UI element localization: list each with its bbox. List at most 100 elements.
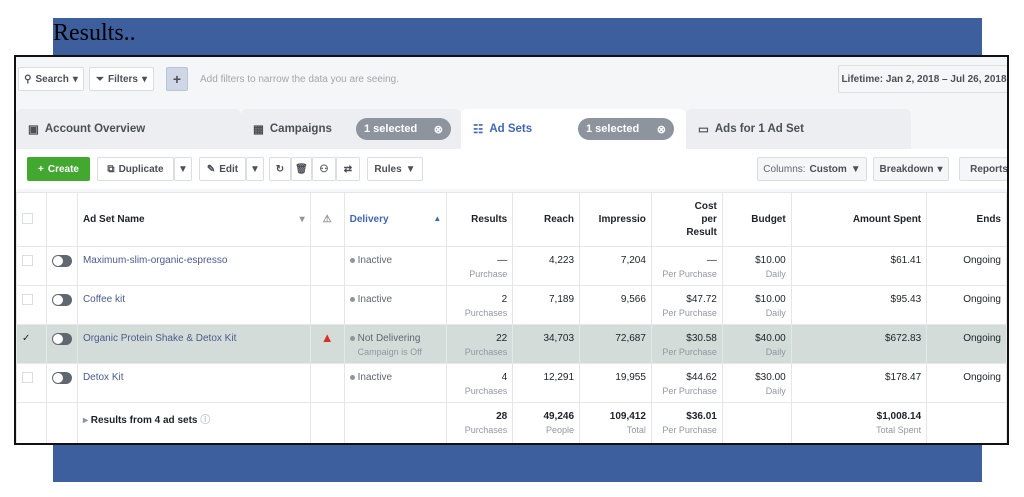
caret-down-icon: ▼ (850, 163, 861, 175)
row-checkbox[interactable] (22, 372, 33, 383)
ad-set-name-link[interactable]: Coffee kit (76, 285, 311, 325)
ads-manager-screenshot: ⚲ Search ▾ ⏷ Filters ▾ + Add filters to narr… (14, 55, 1009, 445)
cost-cell: — Per Purchase (650, 246, 723, 286)
export-icon: ⇄ (343, 163, 353, 175)
delivery-cell: Inactive (343, 363, 448, 403)
row-select[interactable] (16, 363, 47, 403)
reports-button[interactable]: Reports (959, 157, 1007, 181)
folder-icon: ▦ (253, 124, 264, 136)
ad-sets-table: Ad Set Name ▾ ⚠ Delivery ▲ Results Reach I… (16, 192, 1007, 443)
add-filter-button[interactable]: + (166, 67, 188, 91)
cost-cell: $44.62 Per Purchase (650, 363, 723, 403)
info-icon[interactable]: ⓘ (200, 415, 211, 426)
edit-dropdown[interactable]: ▼ (246, 157, 264, 181)
trash-icon: 🗑 (295, 163, 308, 175)
warning-icon[interactable]: ▲ (320, 330, 334, 345)
tab-account-overview[interactable]: ▣ Account Overview (16, 109, 241, 149)
campaigns-selected-pill[interactable]: 1 selected ⊗ (356, 118, 451, 140)
on-off-toggle[interactable] (51, 333, 72, 345)
select-all-checkbox[interactable] (22, 212, 33, 224)
impressions-cell: 7,204 (579, 246, 652, 286)
reach-cell: 4,223 (512, 246, 581, 286)
clear-icon[interactable]: ⊗ (656, 123, 666, 136)
reach-cell: 7,189 (512, 285, 581, 325)
columns-button[interactable]: Columns: Custom ▼ (757, 157, 867, 181)
sort-ascending-icon[interactable]: ▲ (433, 214, 442, 223)
row-toggle-cell[interactable] (45, 285, 78, 325)
duplicate-button[interactable]: ⧉ Duplicate (97, 157, 174, 181)
ab-test-button[interactable]: ⚇ (312, 157, 336, 181)
row-toggle-cell[interactable] (45, 246, 78, 286)
col-delivery[interactable]: Delivery ▲ (343, 192, 448, 247)
ends-cell: Ongoing (926, 324, 1007, 364)
ad-set-name-link[interactable]: Organic Protein Shake & Detox Kit (76, 324, 311, 364)
checkmark-icon[interactable]: ✓ (22, 333, 31, 344)
status-dot-icon (349, 335, 355, 341)
table-row[interactable]: Detox Kit Inactive 4 Purchases 12,291 19,… (16, 363, 1007, 403)
status-dot-icon (349, 374, 355, 380)
on-off-toggle[interactable] (51, 294, 72, 306)
reach-cell: 34,703 (512, 324, 581, 364)
caret-down-icon: ▾ (141, 73, 148, 85)
amount-spent-cell: $95.43 (790, 285, 928, 325)
date-range-button[interactable]: Lifetime: Jan 2, 2018 – Jul 26, 2018 (838, 65, 1007, 93)
tab-ad-sets[interactable]: ☷ Ad Sets (461, 109, 686, 149)
refresh-button[interactable]: ↻ (269, 157, 291, 181)
warning-cell: ▲ (309, 324, 345, 364)
row-checkbox[interactable] (22, 255, 33, 266)
col-ends[interactable]: Ends (926, 192, 1007, 247)
table-row[interactable]: ✓ Organic Protein Shake & Detox Kit ▲ No… (16, 324, 1007, 364)
row-toggle-cell[interactable] (45, 363, 78, 403)
row-toggle-cell[interactable] (45, 324, 78, 364)
results-cell: 2 Purchases (446, 285, 514, 325)
col-budget[interactable]: Budget (721, 192, 792, 247)
col-reach[interactable]: Reach (512, 192, 581, 247)
duplicate-dropdown[interactable]: ▼ (174, 157, 192, 181)
on-off-toggle[interactable] (51, 255, 72, 267)
summary-label[interactable]: ▸ Results from 4 ad sets ⓘ (76, 402, 311, 443)
sort-icon[interactable]: ▾ (299, 214, 305, 225)
caret-down-icon: ▼ (250, 163, 260, 175)
ad-set-name-link[interactable]: Detox Kit (76, 363, 311, 403)
filter-placeholder[interactable]: Add filters to narrow the data you are s… (200, 74, 400, 85)
search-icon: ⚲ (24, 73, 32, 85)
filters-button[interactable]: ⏷ Filters ▾ (89, 67, 154, 91)
warning-cell (309, 285, 345, 325)
search-button[interactable]: ⚲ Search ▾ (18, 67, 84, 91)
col-name[interactable]: Ad Set Name ▾ (76, 192, 311, 247)
ends-cell: Ongoing (926, 285, 1007, 325)
row-select[interactable]: ✓ (16, 324, 47, 364)
create-button[interactable]: + Create (27, 157, 90, 181)
slide-title: Results.. (53, 20, 136, 46)
row-select[interactable] (16, 246, 47, 286)
edit-button[interactable]: ✎ Edit (199, 157, 246, 181)
expand-icon[interactable]: ▸ (82, 415, 88, 426)
ad-set-name-link[interactable]: Maximum-slim-organic-espresso (76, 246, 311, 286)
clear-icon[interactable]: ⊗ (433, 123, 443, 136)
ends-cell: Ongoing (926, 363, 1007, 403)
table-row[interactable]: Coffee kit Inactive 2 Purchases 7,189 9,5… (16, 285, 1007, 325)
row-checkbox[interactable] (22, 294, 33, 305)
cost-cell: $47.72 Per Purchase (650, 285, 723, 325)
status-dot-icon (349, 296, 355, 302)
table-row[interactable]: Maximum-slim-organic-espresso Inactive —… (16, 246, 1007, 286)
ad-icon: ▭ (698, 124, 709, 136)
export-button[interactable]: ⇄ (336, 157, 360, 181)
col-amount-spent[interactable]: Amount Spent (790, 192, 928, 247)
col-impressions[interactable]: Impressio (579, 192, 652, 247)
pencil-icon: ✎ (206, 163, 216, 175)
rules-button[interactable]: Rules ▼ (367, 157, 423, 181)
col-warning[interactable]: ⚠ (309, 192, 345, 247)
col-cost[interactable]: Cost per Result (650, 192, 723, 247)
on-off-toggle[interactable] (51, 372, 72, 384)
row-select[interactable] (16, 285, 47, 325)
tab-ads[interactable]: ▭ Ads for 1 Ad Set (686, 109, 911, 149)
ad-sets-selected-pill[interactable]: 1 selected ⊗ (578, 118, 674, 140)
results-cell: 4 Purchases (446, 363, 514, 403)
breakdown-button[interactable]: Breakdown ▾ (873, 157, 949, 181)
budget-cell: $10.00 Daily (721, 285, 792, 325)
select-all[interactable] (16, 192, 47, 247)
delete-button[interactable]: 🗑 (291, 157, 312, 181)
caret-down-icon: ▼ (178, 163, 188, 175)
col-results[interactable]: Results (446, 192, 514, 247)
